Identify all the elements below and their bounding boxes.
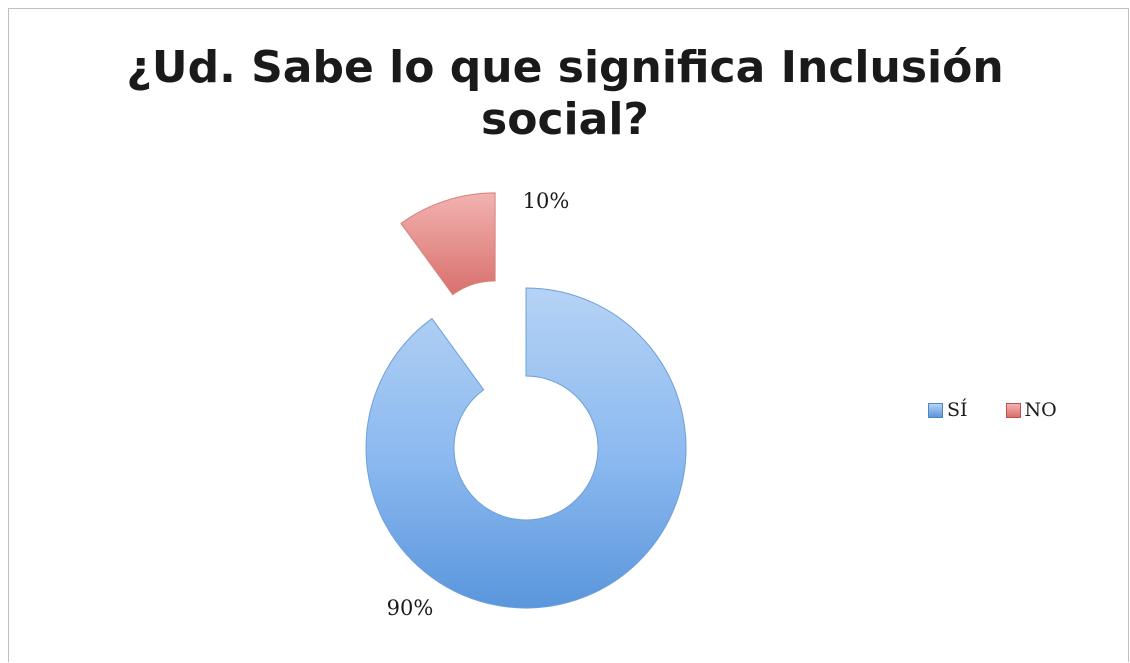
legend: SÍ NO (928, 399, 1057, 421)
legend-label-si: SÍ (947, 399, 968, 421)
chart-title-line-2: social? (481, 94, 649, 145)
legend-swatch-no (1005, 402, 1021, 418)
data-label-no: 10% (523, 189, 570, 213)
legend-swatch-si (928, 402, 943, 418)
slice-no (400, 192, 496, 296)
chart-title: ¿Ud. Sabe lo que significa Inclusión soc… (0, 42, 1130, 146)
legend-item-no: NO (1005, 399, 1057, 421)
data-label-si: 90% (387, 596, 434, 620)
chart-title-line-1: ¿Ud. Sabe lo que significa Inclusión (126, 42, 1004, 93)
legend-label-no: NO (1024, 399, 1057, 421)
legend-item-si: SÍ (928, 399, 968, 421)
doughnut-slices (365, 192, 687, 609)
data-labels: 90% 10% (387, 189, 570, 620)
slice-si (365, 287, 687, 609)
